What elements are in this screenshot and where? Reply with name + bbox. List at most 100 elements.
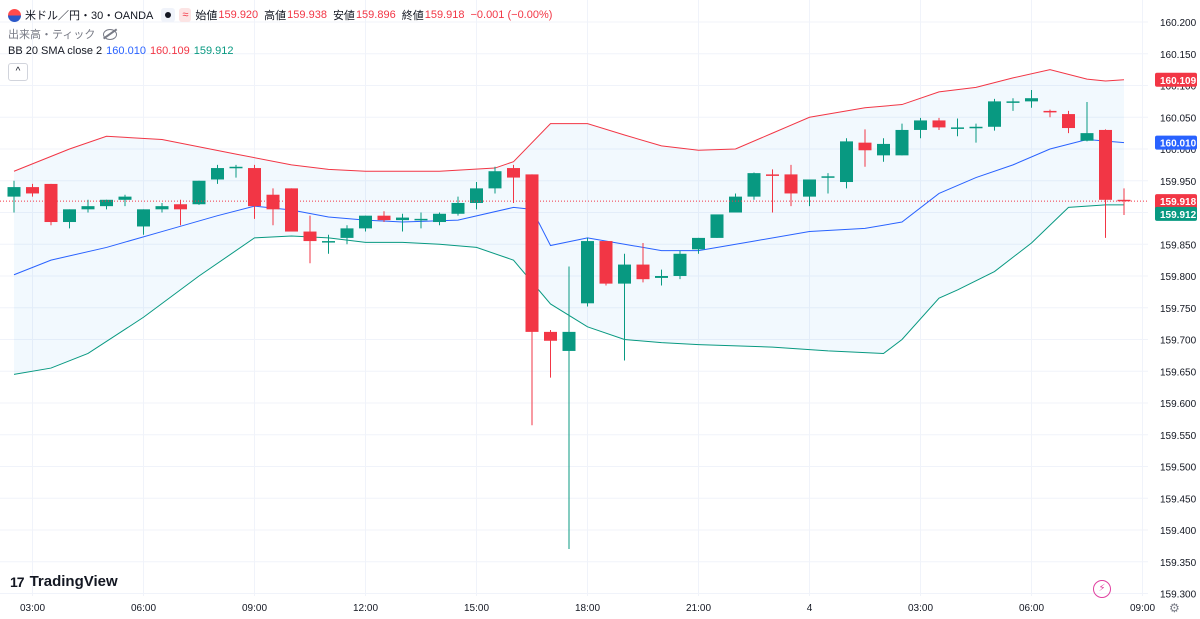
gear-icon[interactable]: ⚙	[1169, 601, 1180, 615]
candle-body[interactable]	[821, 176, 835, 178]
bb-label[interactable]: BB 20 SMA close 2	[8, 45, 103, 57]
candle-body[interactable]	[710, 214, 724, 238]
candle-body[interactable]	[1043, 110, 1057, 113]
bb-legend[interactable]: BB 20 SMA close 2 160.010 160.109 159.91…	[8, 45, 237, 57]
candle-body[interactable]	[322, 241, 335, 243]
open-label: 始値	[195, 10, 218, 22]
candle-body[interactable]	[26, 187, 39, 194]
candle-body[interactable]	[562, 331, 576, 351]
candle-body[interactable]	[7, 187, 21, 197]
approx-badge[interactable]: ≈	[179, 8, 192, 22]
candle-body[interactable]	[766, 174, 779, 176]
price-axis-label: 160.200	[1160, 18, 1197, 29]
price-tag[interactable]	[1155, 135, 1197, 150]
bb-basis-value: 160.010	[106, 45, 146, 57]
candle-body[interactable]	[988, 101, 1001, 127]
high-value: 159.938	[287, 9, 327, 21]
candle-body[interactable]	[599, 241, 613, 284]
candle-body[interactable]	[655, 276, 668, 278]
candle-body[interactable]	[692, 237, 705, 250]
price-tag[interactable]	[1155, 72, 1197, 87]
candle-body[interactable]	[858, 142, 872, 151]
candle-body[interactable]	[118, 196, 132, 200]
time-axis-label: 03:00	[908, 603, 933, 614]
bb-basis-line	[13, 138, 1125, 276]
candle-body[interactable]	[451, 202, 465, 214]
candle-body[interactable]	[174, 204, 187, 210]
candle-body[interactable]	[840, 141, 853, 183]
candle-body[interactable]	[155, 206, 169, 210]
candle-body[interactable]	[248, 168, 261, 207]
candle-body[interactable]	[1080, 133, 1094, 141]
candle-body[interactable]	[377, 215, 391, 221]
candle-body[interactable]	[359, 215, 372, 229]
candle-body[interactable]	[81, 206, 95, 210]
price-axis-label: 159.700	[1160, 336, 1197, 347]
candle-body[interactable]	[340, 228, 354, 238]
candle-body[interactable]	[100, 199, 113, 207]
candle-body[interactable]	[544, 331, 557, 341]
candle-body[interactable]	[137, 209, 150, 227]
candle-body[interactable]	[969, 126, 983, 129]
candle-body[interactable]	[914, 120, 927, 130]
volume-legend[interactable]: 出来高・ティック	[8, 26, 121, 42]
candle-body[interactable]	[673, 253, 687, 276]
price-axis-label: 159.600	[1160, 399, 1197, 410]
candle-body[interactable]	[507, 168, 520, 178]
candle-body[interactable]	[951, 127, 964, 129]
candle-body[interactable]	[747, 173, 761, 197]
candle-body[interactable]	[1006, 101, 1020, 103]
candle-body[interactable]	[932, 120, 946, 128]
tradingview-logo-mark: 17	[10, 573, 25, 590]
eye-hidden-icon[interactable]	[103, 28, 118, 40]
tradingview-logo[interactable]: 17 TradingView	[10, 573, 118, 590]
lightning-icon[interactable]: ⚡	[1093, 580, 1111, 598]
tradingview-logo-text: TradingView	[29, 573, 118, 590]
candle-body[interactable]	[1099, 129, 1112, 200]
time-axis-label: 4	[807, 603, 813, 614]
bb-upper-value: 160.109	[149, 45, 190, 57]
candle-body[interactable]	[229, 166, 243, 169]
price-axis-label: 159.950	[1160, 177, 1197, 188]
candle-body[interactable]	[433, 213, 446, 223]
candle-body[interactable]	[192, 180, 206, 205]
candle-body[interactable]	[470, 188, 483, 203]
candle-body[interactable]	[266, 194, 280, 210]
candle-body[interactable]	[803, 179, 816, 197]
candle-body[interactable]	[1025, 98, 1038, 102]
price-axis-label: 159.350	[1160, 558, 1197, 569]
candle-body[interactable]	[63, 209, 76, 223]
candle-body[interactable]	[636, 264, 650, 280]
candle-body[interactable]	[44, 183, 58, 223]
candle-body[interactable]	[1062, 114, 1075, 129]
candle-body[interactable]	[618, 264, 631, 284]
price-axis-label: 160.100	[1160, 82, 1197, 93]
time-axis-label: 09:00	[242, 603, 267, 614]
candle-body[interactable]	[581, 241, 594, 304]
volume-label[interactable]: 出来高・ティック	[8, 29, 96, 41]
candle-body[interactable]	[729, 196, 742, 213]
collapse-legend-button[interactable]: ^	[8, 63, 28, 81]
candle-body[interactable]	[1117, 199, 1131, 202]
low-label: 安値	[332, 10, 355, 22]
price-axis-label: 159.850	[1160, 240, 1197, 251]
candle-body[interactable]	[211, 168, 224, 180]
symbol-title[interactable]: 米ドル／円・30・OANDA	[25, 10, 154, 22]
candle-body[interactable]	[303, 231, 317, 242]
change-value: −0.001 (−0.00%)	[470, 9, 553, 21]
candle-body[interactable]	[414, 218, 428, 221]
market-status-icon[interactable]	[161, 8, 176, 22]
candle-body[interactable]	[525, 174, 539, 332]
usd-jpy-flag-icon	[8, 8, 21, 22]
candle-body[interactable]	[285, 188, 298, 232]
candle-body[interactable]	[895, 129, 909, 156]
candle-body[interactable]	[396, 217, 409, 221]
price-axis-label: 159.750	[1160, 304, 1197, 315]
candle-body[interactable]	[488, 171, 502, 189]
price-axis-label: 159.500	[1160, 463, 1197, 474]
candle-body[interactable]	[784, 174, 798, 194]
candle-body[interactable]	[877, 143, 890, 156]
price-tag[interactable]	[1155, 206, 1197, 221]
